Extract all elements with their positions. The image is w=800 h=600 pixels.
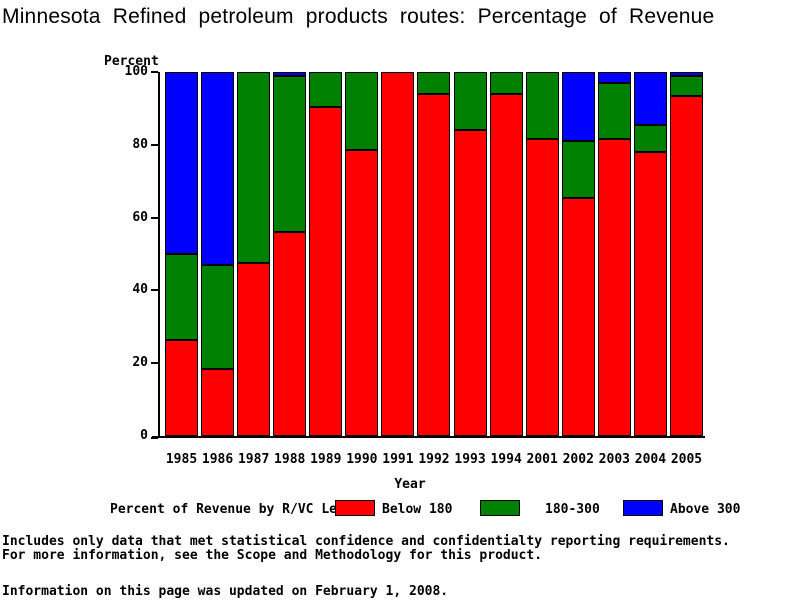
bar-segment-1990-180-300 — [345, 72, 379, 151]
bar-segment-2005-180-300 — [669, 75, 703, 96]
x-tick-label-1990: 1990 — [346, 452, 378, 467]
x-axis-labels: 1985 1986 1987 1988 1989 1990 1991 1992 1993 1994… — [160, 452, 705, 468]
bar-segment-1985-below-180 — [165, 339, 198, 436]
bar-segment-2002-above-300 — [561, 72, 595, 142]
bar-segment-1992-below-180 — [417, 93, 451, 436]
bar-segment-2001-below-180 — [525, 139, 559, 436]
x-tick-label-1987: 1987 — [237, 452, 270, 467]
x-tick-label-2004: 2004 — [634, 452, 667, 467]
bar-1989 — [309, 72, 343, 436]
y-tick-label-0: 0 — [140, 428, 148, 443]
bar-segment-2003-above-300 — [597, 72, 631, 83]
bar-2001 — [525, 72, 559, 436]
y-tick-100 — [151, 71, 158, 73]
bar-segment-1994-180-300 — [489, 72, 523, 94]
y-tick-label-100: 100 — [124, 64, 148, 79]
x-tick-label-1988: 1988 — [274, 452, 306, 467]
y-axis-title: Percent — [104, 54, 159, 69]
legend-swatch-180-300 — [480, 500, 520, 516]
bar-segment-1993-below-180 — [453, 130, 487, 436]
y-tick-label-60: 60 — [132, 209, 148, 225]
y-tick-0 — [151, 437, 158, 439]
plot-area: 0 20 40 60 80 100 — [125, 64, 705, 443]
bar-1985 — [165, 72, 198, 436]
y-tick-20 — [151, 362, 158, 365]
bar-segment-2002-180-300 — [561, 141, 595, 198]
bar-segment-1988-above-300 — [273, 72, 307, 76]
x-tick-label-1989: 1989 — [310, 452, 342, 467]
y-tick-80 — [151, 143, 158, 146]
bar-segment-1988-180-300 — [273, 75, 307, 233]
bar-segment-2004-below-180 — [633, 152, 667, 436]
x-tick-label-1994: 1994 — [490, 452, 522, 467]
x-tick-label-2002: 2002 — [562, 452, 594, 467]
bar-segment-1985-180-300 — [165, 254, 198, 340]
bar-segment-1991-below-180 — [381, 72, 415, 436]
bar-segment-1987-180-300 — [237, 72, 271, 264]
x-axis-title: Year — [394, 477, 426, 492]
legend-label-above-300: Above 300 — [670, 502, 741, 517]
bar-segment-1986-above-300 — [201, 72, 235, 265]
bar-segment-1990-below-180 — [345, 150, 379, 436]
bar-1993 — [453, 72, 487, 436]
x-tick-label-2001: 2001 — [526, 452, 558, 467]
legend: Percent of Revenue by R/VC Level Below 1… — [0, 500, 800, 518]
bar-segment-1986-180-300 — [201, 264, 235, 369]
bar-1991 — [381, 72, 415, 436]
bar-1988 — [273, 72, 307, 436]
y-tick-40 — [151, 289, 158, 292]
bar-segment-2004-above-300 — [633, 72, 667, 125]
bar-2005 — [669, 72, 703, 436]
footnote-line-2: For more information, see the Scope and … — [2, 548, 543, 563]
bar-segment-1989-below-180 — [309, 106, 343, 436]
bar-segment-2005-below-180 — [669, 95, 703, 436]
bar-segment-2001-180-300 — [525, 72, 559, 140]
footnote-line-1: Includes only data that met statistical … — [2, 534, 730, 549]
x-tick-label-2005: 2005 — [670, 452, 703, 467]
bar-1986 — [201, 72, 235, 436]
bar-segment-1994-below-180 — [489, 93, 523, 436]
bar-segment-2003-180-300 — [597, 82, 631, 140]
bar-1987 — [237, 72, 271, 436]
bar-2004 — [633, 72, 667, 436]
x-tick-label-1991: 1991 — [382, 452, 414, 467]
x-tick-label-1992: 1992 — [418, 452, 450, 467]
bar-segment-1985-above-300 — [165, 72, 198, 254]
y-axis-line — [158, 72, 160, 437]
x-tick-label-1993: 1993 — [454, 452, 486, 467]
bar-2003 — [597, 72, 631, 436]
legend-label-below-180: Below 180 — [382, 502, 453, 517]
y-tick-60 — [151, 216, 158, 219]
y-tick-label-20: 20 — [132, 355, 148, 371]
x-axis-line — [152, 436, 705, 438]
bar-segment-2005-above-300 — [669, 72, 703, 76]
bar-segment-1993-180-300 — [453, 72, 487, 131]
chart-title: Minnesota Refined petroleum products rou… — [2, 5, 715, 28]
bar-2002 — [561, 72, 595, 436]
bar-1990 — [345, 72, 379, 436]
legend-title: Percent of Revenue by R/VC Level — [110, 502, 361, 517]
x-tick-label-1986: 1986 — [201, 452, 234, 467]
bar-segment-2002-below-180 — [561, 197, 595, 436]
bar-1994 — [489, 72, 523, 436]
bar-segment-1988-below-180 — [273, 232, 307, 436]
y-tick-label-40: 40 — [132, 282, 148, 298]
bar-1992 — [417, 72, 451, 436]
x-tick-label-2003: 2003 — [598, 452, 630, 467]
bar-segment-1992-180-300 — [417, 72, 451, 94]
bar-segment-1986-below-180 — [201, 368, 235, 436]
footnote-updated: Information on this page was updated on … — [2, 584, 449, 599]
legend-swatch-above-300 — [623, 500, 663, 516]
y-tick-label-80: 80 — [132, 136, 148, 152]
bar-segment-2003-below-180 — [597, 139, 631, 436]
legend-label-180-300: 180-300 — [545, 502, 600, 517]
bar-segment-2004-180-300 — [633, 124, 667, 153]
bar-segment-1987-below-180 — [237, 263, 271, 436]
x-tick-label-1985: 1985 — [165, 452, 198, 467]
legend-swatch-below-180 — [335, 500, 375, 516]
bar-segment-1989-180-300 — [309, 72, 343, 107]
